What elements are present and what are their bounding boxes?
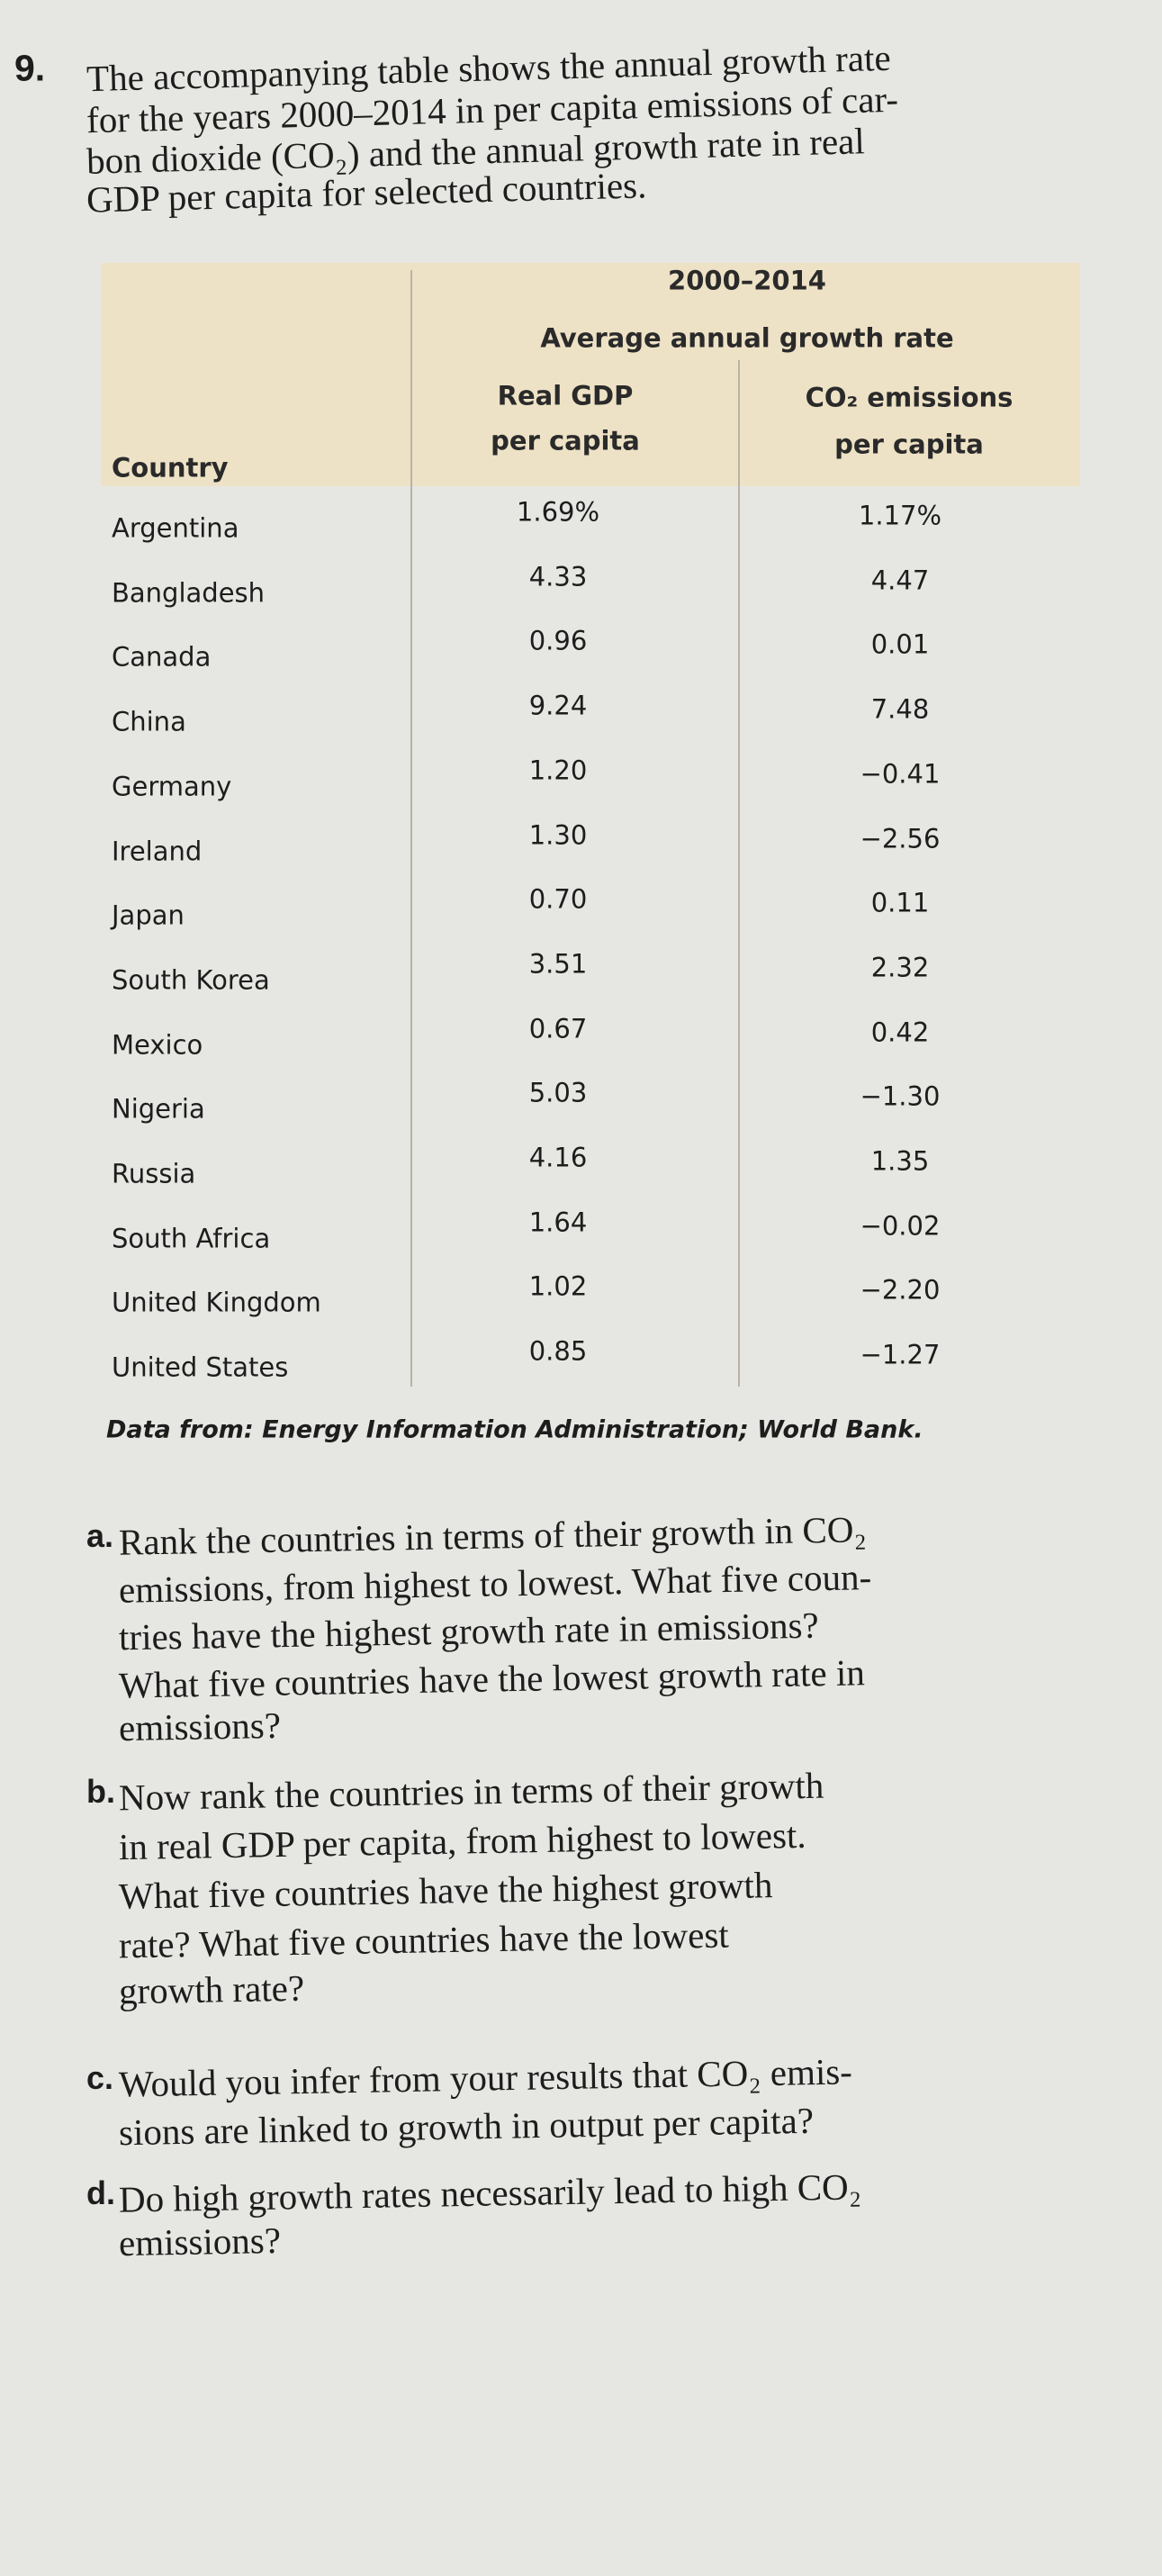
country-name: Canada: [112, 641, 212, 673]
part-text: emissions?: [118, 1704, 282, 1749]
gdp-growth: 0.70: [528, 883, 588, 915]
header-gdp: per capita: [491, 425, 640, 456]
co2-growth: 1.35: [870, 1145, 930, 1177]
co2-growth: 0.42: [870, 1017, 930, 1048]
part-label: a.: [86, 1517, 114, 1554]
co2-growth: −2.56: [860, 823, 941, 854]
header-co2: per capita: [834, 429, 984, 460]
part-text: rate? What five countries have the lowes…: [118, 1913, 730, 1966]
country-name: Mexico: [112, 1029, 203, 1061]
part-text: Now rank the countries in terms of their…: [118, 1764, 824, 1819]
country-name: United States: [112, 1351, 289, 1383]
country-name: China: [112, 706, 186, 737]
gdp-growth: 0.85: [528, 1335, 588, 1367]
part-label: b.: [86, 1773, 115, 1810]
table-header-bg: [101, 263, 1080, 486]
gdp-growth: 3.51: [528, 948, 588, 980]
country-name: Ireland: [112, 836, 203, 866]
part-text: tries have the highest growth rate in em…: [118, 1604, 820, 1659]
part-text: Do high growth rates necessarily lead to…: [118, 2165, 862, 2220]
gdp-growth: 4.33: [528, 561, 588, 592]
table-source: Data from: Energy Information Administra…: [106, 1415, 923, 1444]
header-country: Country: [112, 452, 229, 484]
part-text: growth rate?: [118, 1966, 305, 2012]
part-text: in real GDP per capita, from highest to …: [118, 1813, 806, 1868]
country-name: South Korea: [112, 964, 270, 996]
country-name: South Africa: [112, 1223, 271, 1254]
part-label: c.: [86, 2059, 114, 2096]
gdp-growth: 0.67: [528, 1013, 588, 1044]
gdp-growth: 5.03: [528, 1077, 588, 1108]
country-name: Argentina: [112, 512, 239, 544]
co2-growth: −1.27: [860, 1339, 941, 1370]
part-text: What five countries have the highest gro…: [118, 1864, 773, 1917]
co2-growth: −0.41: [860, 758, 941, 790]
part-text: emissions?: [118, 2219, 282, 2264]
column-divider: [738, 360, 740, 1387]
gdp-growth: 9.24: [528, 690, 588, 721]
co2-growth: −1.30: [860, 1080, 941, 1112]
header-co2: CO₂ emissions: [805, 382, 1013, 413]
part-text: What five countries have the lowest grow…: [118, 1651, 866, 1706]
co2-growth: 0.01: [870, 628, 930, 660]
column-divider: [410, 270, 412, 1387]
question-number: 9.: [14, 47, 46, 89]
country-name: Japan: [112, 899, 185, 931]
country-name: Russia: [112, 1158, 196, 1189]
gdp-growth: 1.02: [528, 1270, 588, 1302]
co2-growth: 1.17%: [858, 500, 942, 531]
gdp-growth: 1.64: [528, 1207, 588, 1238]
gdp-growth: 1.69%: [516, 496, 600, 528]
part-label: d.: [86, 2174, 115, 2211]
part-text: sions are linked to growth in output per…: [118, 2099, 815, 2154]
country-name: Nigeria: [112, 1093, 205, 1125]
country-name: Bangladesh: [112, 577, 266, 609]
co2-growth: −2.20: [860, 1274, 941, 1306]
gdp-growth: 1.30: [528, 819, 588, 850]
part-text: Rank the countries in terms of their gro…: [118, 1508, 868, 1563]
gdp-growth: 4.16: [528, 1142, 588, 1173]
co2-growth: 0.11: [870, 887, 930, 918]
co2-growth: 2.32: [870, 952, 930, 983]
header-group: Average annual growth rate: [540, 322, 954, 354]
part-text: emissions, from highest to lowest. What …: [118, 1556, 872, 1611]
header-period: 2000–2014: [668, 265, 826, 296]
co2-growth: 4.47: [870, 565, 930, 596]
co2-growth: −0.02: [860, 1210, 941, 1242]
co2-growth: 7.48: [870, 693, 930, 725]
gdp-growth: 1.20: [528, 755, 588, 786]
country-name: Germany: [112, 771, 232, 802]
country-name: United Kingdom: [112, 1287, 321, 1318]
gdp-growth: 0.96: [528, 625, 588, 656]
header-gdp: Real GDP: [497, 380, 634, 411]
part-text: Would you infer from your results that C…: [118, 2050, 853, 2105]
